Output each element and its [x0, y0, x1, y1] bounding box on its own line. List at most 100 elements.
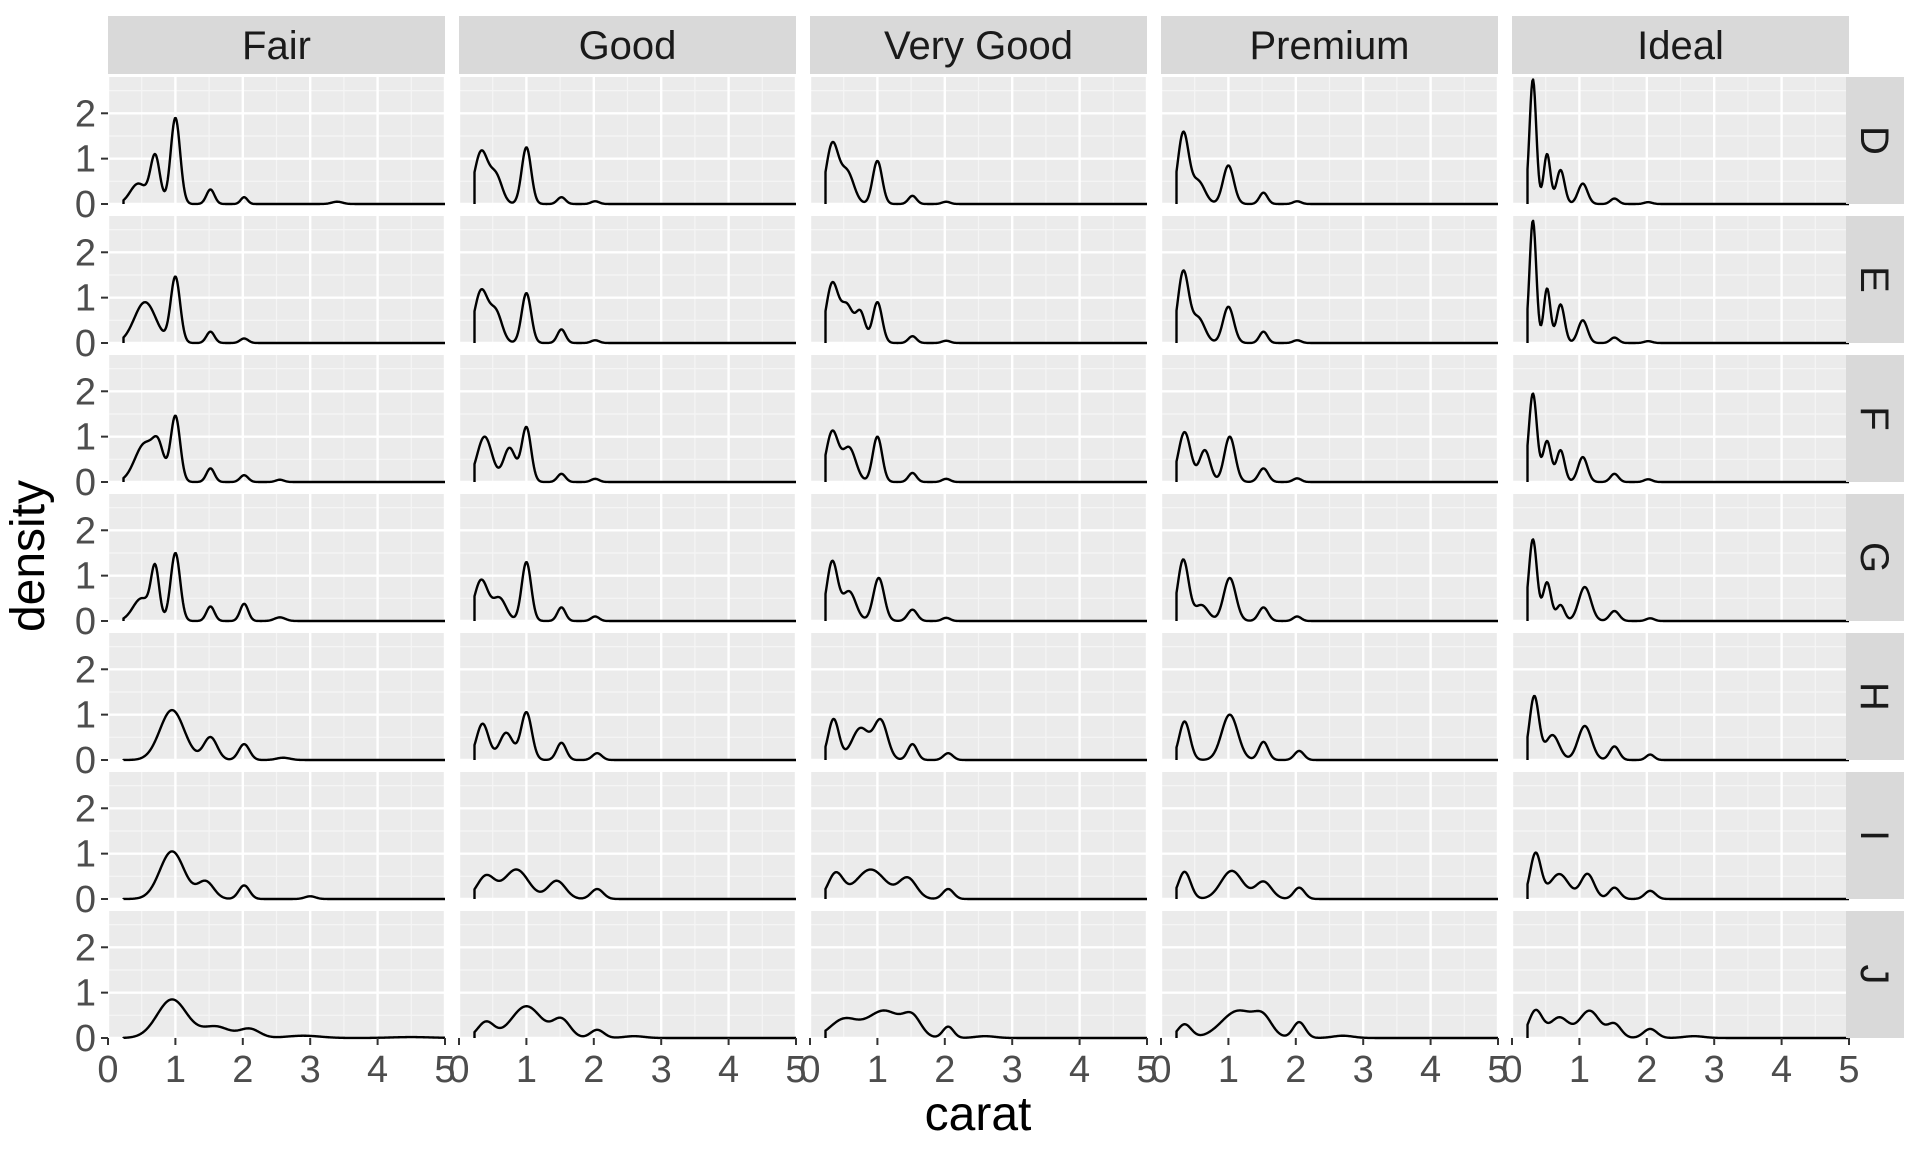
x-tick-label: 3 — [300, 1049, 321, 1091]
y-tick-label: 2 — [75, 649, 96, 691]
x-tick-label: 0 — [1501, 1049, 1522, 1091]
density-curve — [824, 717, 1148, 762]
x-tick-label: 5 — [1838, 1049, 1859, 1091]
density-curve — [473, 868, 797, 901]
density-curve — [473, 710, 797, 762]
density-curve — [1526, 1008, 1850, 1040]
column-strip-label: Fair — [242, 24, 311, 68]
x-axis-col-very-good: 0 1 2 3 4 5 — [799, 1038, 1158, 1091]
x-tick-label: 3 — [1353, 1049, 1374, 1091]
row-strip-e: E — [1846, 216, 1904, 343]
row-strip-i: I — [1846, 772, 1904, 899]
x-tick-label: 2 — [583, 1049, 604, 1091]
x-tick-label: 5 — [785, 1049, 806, 1091]
x-tick-label: 4 — [1069, 1049, 1090, 1091]
y-tick-label: 1 — [75, 417, 96, 459]
x-tick-label: 2 — [1636, 1049, 1657, 1091]
panel-i-good — [457, 772, 798, 901]
y-tick-label: 0 — [75, 879, 96, 921]
x-tick-label: 3 — [1704, 1049, 1725, 1091]
strip-background — [1846, 772, 1904, 899]
density-curve — [122, 551, 446, 623]
x-tick-label: 4 — [718, 1049, 739, 1091]
panel-d-ideal — [1510, 77, 1851, 206]
density-curve — [1175, 430, 1499, 484]
x-tick-label: 1 — [165, 1049, 186, 1091]
x-tick-label: 2 — [934, 1049, 955, 1091]
y-axis-row-i: 012 — [75, 788, 108, 921]
y-axis-row-d: 012 — [75, 93, 108, 226]
column-strip-label: Good — [579, 24, 677, 68]
panel-e-good — [457, 216, 798, 345]
y-axis-row-h: 012 — [75, 649, 108, 782]
strip-background — [1846, 633, 1904, 760]
panel-i-premium — [1159, 772, 1500, 901]
row-strip-label: H — [1852, 682, 1896, 711]
row-strip-label: I — [1852, 830, 1896, 841]
x-tick-label: 5 — [434, 1049, 455, 1091]
y-tick-label: 2 — [75, 232, 96, 274]
row-strip-label: E — [1852, 266, 1896, 293]
x-tick-label: 1 — [516, 1049, 537, 1091]
panel-g-fair — [106, 494, 447, 623]
density-curve — [1175, 269, 1499, 345]
strip-background — [1846, 216, 1904, 343]
panel-h-premium — [1159, 633, 1500, 762]
panel-j-very-good — [808, 911, 1149, 1040]
panel-g-ideal — [1510, 494, 1851, 623]
density-curve — [122, 708, 446, 762]
panel-d-very-good — [808, 77, 1149, 206]
x-tick-label: 1 — [867, 1049, 888, 1091]
x-axis-col-premium: 0 1 2 3 4 5 — [1150, 1038, 1509, 1091]
density-curve — [1175, 869, 1499, 901]
panel-d-premium — [1159, 77, 1500, 206]
row-strip-label: D — [1852, 126, 1896, 155]
x-tick-label: 4 — [1420, 1049, 1441, 1091]
y-axis-title: density — [2, 480, 55, 632]
x-axis-col-ideal: 0 1 2 3 4 5 — [1501, 1038, 1860, 1091]
panel-e-ideal — [1510, 216, 1851, 345]
y-tick-label: 0 — [75, 184, 96, 226]
y-tick-label: 1 — [75, 973, 96, 1015]
y-tick-label: 2 — [75, 927, 96, 969]
y-tick-label: 0 — [75, 323, 96, 365]
density-curve — [1526, 219, 1850, 345]
density-curve — [473, 425, 797, 484]
column-strip-premium: Premium — [1161, 16, 1498, 74]
panel-j-fair — [106, 911, 447, 1040]
strip-background — [1846, 911, 1904, 1038]
x-tick-label: 0 — [799, 1049, 820, 1091]
x-tick-label: 2 — [1285, 1049, 1306, 1091]
y-axis-row-g: 012 — [75, 510, 108, 643]
panel-i-ideal — [1510, 772, 1851, 901]
y-tick-label: 2 — [75, 788, 96, 830]
x-tick-label: 4 — [1771, 1049, 1792, 1091]
density-curve — [122, 414, 446, 484]
density-curve — [1526, 694, 1850, 762]
row-strip-f: F — [1846, 355, 1904, 482]
x-tick-label: 3 — [1002, 1049, 1023, 1091]
strip-background — [1846, 494, 1904, 621]
x-tick-label: 1 — [1218, 1049, 1239, 1091]
density-curve — [1175, 713, 1499, 762]
density-curve — [1526, 78, 1850, 206]
strip-background — [459, 16, 796, 74]
y-tick-label: 0 — [75, 601, 96, 643]
panel-e-premium — [1159, 216, 1500, 345]
density-curve — [824, 429, 1148, 484]
density-curve — [1175, 558, 1499, 623]
column-strip-ideal: Ideal — [1512, 16, 1849, 74]
density-curve — [122, 998, 446, 1040]
panel-j-good — [457, 911, 798, 1040]
x-tick-label: 3 — [651, 1049, 672, 1091]
strip-background — [1512, 16, 1849, 74]
density-curve — [1175, 1009, 1499, 1040]
density-curve — [824, 559, 1148, 623]
panel-h-very-good — [808, 633, 1149, 762]
y-tick-label: 0 — [75, 740, 96, 782]
strip-background — [1846, 355, 1904, 482]
y-tick-label: 2 — [75, 371, 96, 413]
